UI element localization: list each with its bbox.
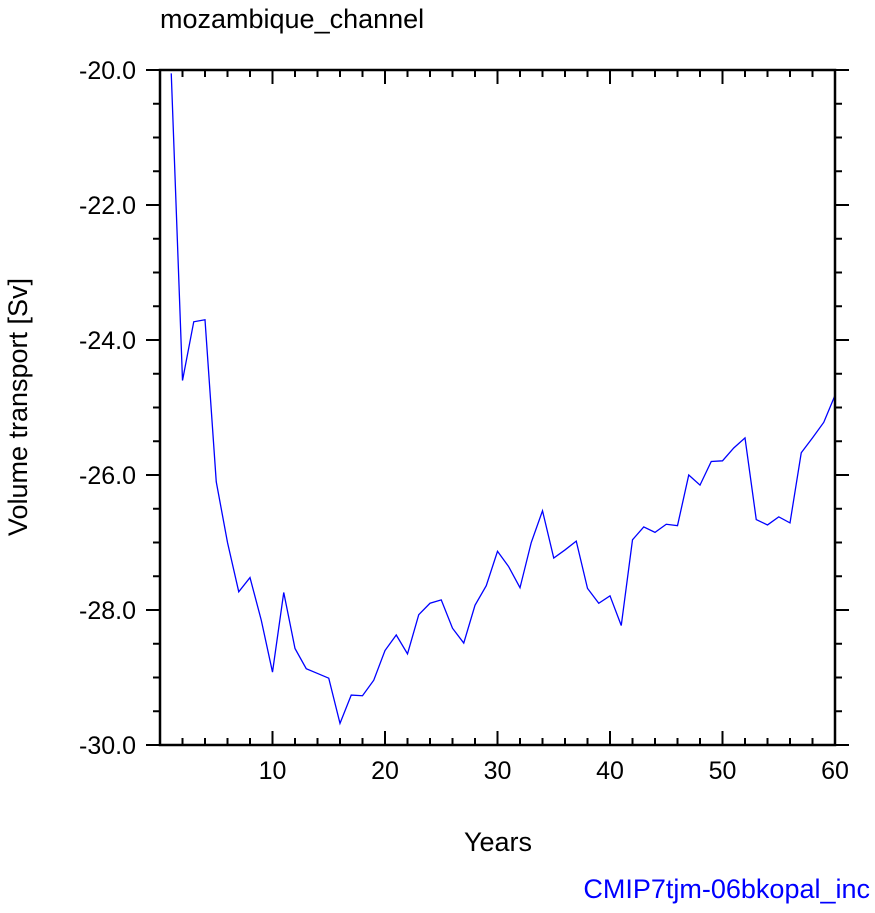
x-tick-label: 50 — [709, 757, 737, 785]
y-tick-label: -22.0 — [79, 192, 136, 220]
x-tick-label: 20 — [371, 757, 399, 785]
axis-ticks — [146, 69, 849, 746]
footer-label: CMIP7tjm-06bkopal_inc — [583, 874, 870, 904]
x-tick-label: 40 — [596, 757, 624, 785]
y-tick-label: -20.0 — [79, 57, 136, 85]
x-axis-label: Years — [464, 827, 532, 857]
plot-frame — [158, 68, 837, 747]
y-tick-label: -28.0 — [79, 597, 136, 625]
y-axis-label: Volume transport [Sv] — [3, 278, 33, 536]
y-tick-label: -24.0 — [79, 327, 136, 355]
x-tick-label: 60 — [821, 757, 849, 785]
y-tick-label: -26.0 — [79, 462, 136, 490]
tick-labels: 10 20 30 40 50 60 -30.0 -28.0 -26.0 -24.0 -22.0 -20… — [79, 57, 849, 785]
series-line — [170, 73, 836, 726]
y-tick-label: -30.0 — [79, 732, 136, 760]
x-tick-label: 10 — [259, 757, 287, 785]
x-tick-label: 30 — [484, 757, 512, 785]
chart-title: mozambique_channel — [160, 4, 424, 34]
